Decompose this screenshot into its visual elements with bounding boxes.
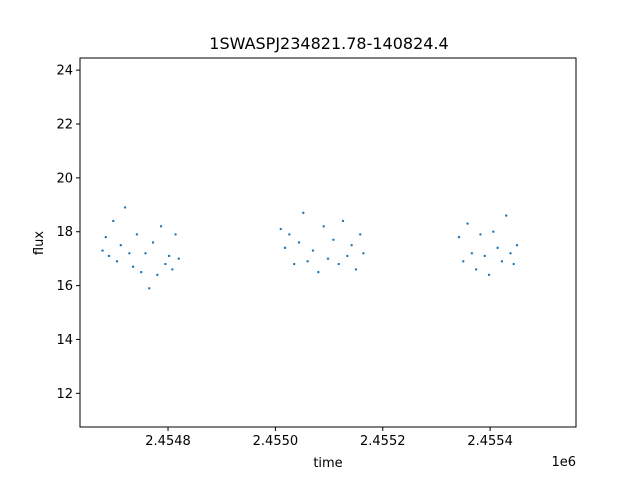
data-point: [112, 219, 115, 223]
data-point: [311, 249, 315, 252]
chart-title: 1SWASPJ234821.78-140824.4: [209, 34, 448, 53]
y-axis-label: flux: [32, 231, 47, 255]
data-point: [164, 262, 167, 266]
data-point: [322, 225, 325, 228]
data-point: [131, 265, 135, 268]
data-point: [151, 241, 155, 244]
data-point: [279, 227, 282, 231]
data-point: [135, 233, 139, 236]
data-point: [283, 246, 287, 250]
data-point: [332, 238, 335, 242]
y-tick-label: 12: [56, 387, 73, 402]
data-point: [119, 243, 122, 247]
data-point: [297, 241, 301, 244]
x-tick-label: 2.4550: [253, 434, 299, 449]
data-point: [457, 235, 461, 239]
data-point: [350, 243, 353, 247]
data-point: [483, 254, 486, 258]
y-tick-label: 22: [56, 117, 73, 132]
data-point: [144, 252, 147, 255]
data-point: [101, 249, 104, 252]
data-point: [326, 257, 330, 260]
data-point: [174, 233, 177, 236]
data-point: [159, 225, 163, 228]
scatter-points: [101, 206, 519, 290]
data-point: [354, 268, 358, 271]
data-point: [505, 214, 508, 217]
data-point: [362, 252, 365, 255]
data-point: [123, 206, 127, 209]
y-tick-label: 24: [56, 64, 73, 79]
data-point: [128, 252, 131, 255]
y-tick-label: 16: [56, 279, 73, 294]
data-point: [479, 233, 482, 236]
data-point: [515, 243, 519, 247]
x-axis-offset: 1e6: [551, 455, 576, 470]
data-point: [156, 273, 159, 277]
data-point: [496, 246, 499, 250]
plot-frame: [79, 57, 577, 428]
data-point: [292, 262, 296, 266]
data-point: [470, 252, 474, 255]
data-point: [500, 260, 504, 263]
x-tick-label: 2.4548: [145, 434, 191, 449]
data-point: [167, 254, 171, 258]
data-point: [346, 254, 349, 258]
data-point: [302, 211, 305, 215]
data-point: [509, 252, 512, 255]
data-point: [115, 260, 119, 263]
data-point: [317, 270, 320, 274]
data-point: [107, 254, 111, 258]
x-axis: 2.4548 2.4550 2.4552 2.4554: [145, 427, 513, 449]
data-point: [359, 233, 362, 236]
x-tick-label: 2.4552: [360, 434, 406, 449]
data-point: [466, 222, 469, 225]
data-point: [474, 268, 478, 271]
data-point: [337, 262, 340, 266]
data-point: [177, 257, 180, 260]
data-point: [148, 287, 151, 290]
y-tick-label: 14: [56, 333, 73, 348]
data-point: [462, 260, 465, 263]
data-point: [139, 270, 143, 274]
data-point: [492, 230, 495, 233]
y-tick-label: 20: [56, 171, 73, 186]
x-tick-label: 2.4554: [467, 434, 513, 449]
data-point: [306, 260, 309, 263]
data-point: [512, 262, 515, 266]
data-point: [341, 219, 345, 223]
y-tick-label: 18: [56, 225, 73, 240]
data-point: [487, 273, 491, 277]
y-axis: 12 14 16 18 20 22 24: [56, 64, 80, 402]
data-point: [171, 268, 174, 271]
x-axis-label: time: [313, 456, 342, 471]
data-point: [104, 235, 107, 239]
data-point: [288, 233, 291, 236]
